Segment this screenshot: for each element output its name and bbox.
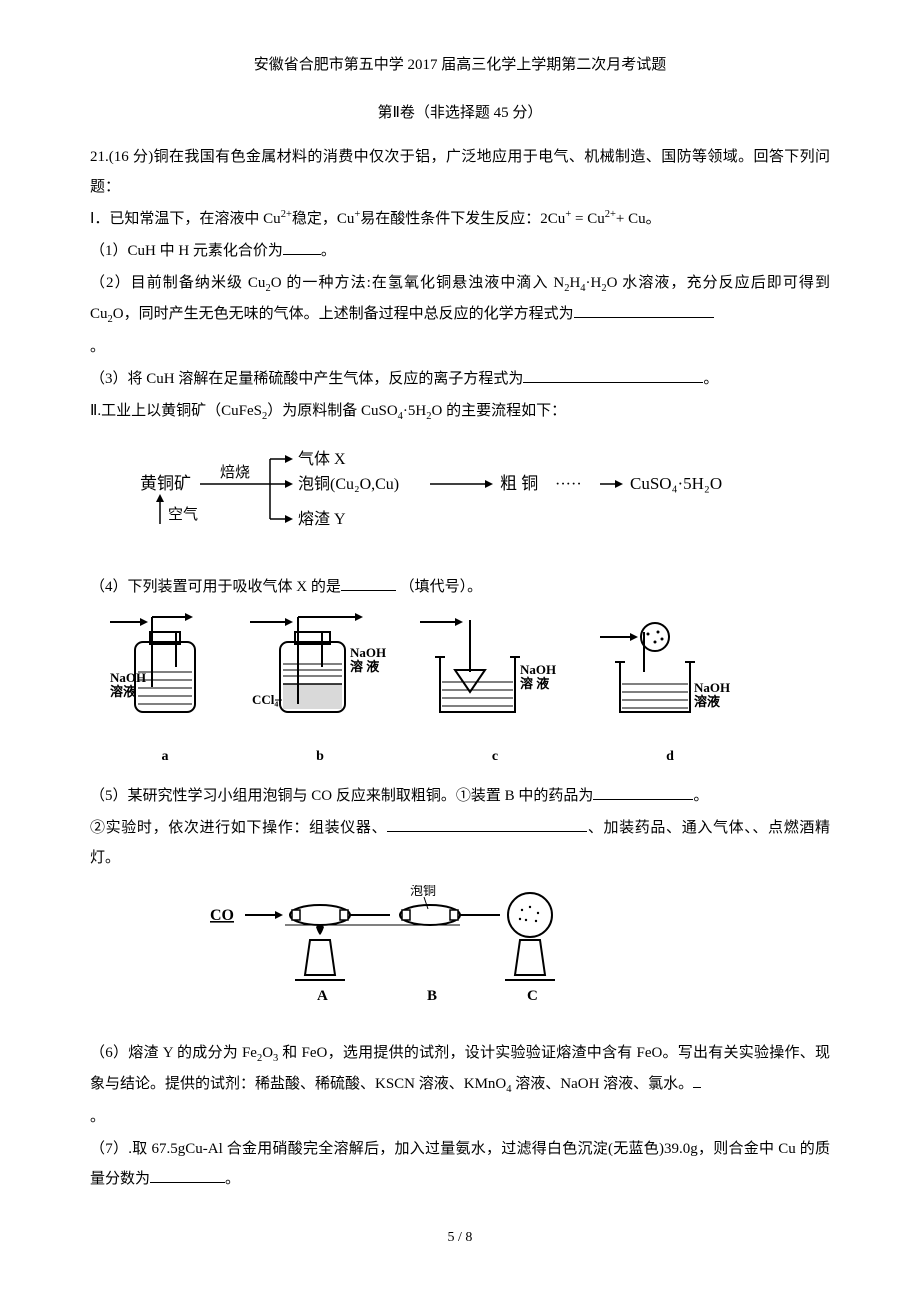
apparatus-c: NaOH 溶 液 c [420,612,570,771]
svg-text:泡铜: 泡铜 [410,885,436,898]
p7-end: 。 [225,1171,240,1187]
svg-text:NaOH: NaOH [694,680,730,695]
q21-p4: （4）下列装置可用于吸收气体 X 的是 （填代号）。 [90,572,830,602]
svg-text:C: C [527,988,538,1004]
p4-end: （填代号）。 [400,579,483,595]
flow-svg: 黄铜矿 焙烧 空气 气体 X 泡铜(Cu₂O,Cu) 熔渣 Y 粗 铜 ····… [130,439,770,549]
q21-p7: （7）.取 67.5gCu-Al 合金用硝酸完全溶解后，加入过量氨水，过滤得白色… [90,1134,830,1194]
flow-branch3: 熔渣 Y [298,510,346,528]
q21-p5b: ②实验时，依次进行如下操作：组装仪器、、加装药品、通入气体、、点燃酒精灯。 [90,813,830,873]
svg-text:NaOH: NaOH [350,645,386,660]
flow-branch2: 泡铜(Cu₂O,Cu) [298,475,399,493]
apparatus-a-label: a [110,743,220,771]
apparatus-d-label: d [600,743,740,771]
flow-node4: CuSO₄·5H₂O [630,474,722,493]
p1-end: 。 [321,243,336,259]
blank-4 [341,576,396,591]
blank-7 [150,1168,225,1183]
q21-p4-text: （4）下列装置可用于吸收气体 X 的是 [90,579,341,595]
q21-p5b-pre: ②实验时，依次进行如下操作：组装仪器、 [90,820,387,836]
q21-p2-end: 。 [90,332,830,362]
blank-6 [693,1073,701,1088]
blank-2 [574,303,714,318]
q21-p3-text: （3）将 CuH 溶解在足量稀硫酸中产生气体，反应的离子方程式为 [90,371,523,387]
svg-text:溶 液: 溶 液 [350,659,379,674]
q21-p5: （5）某研究性学习小组用泡铜与 CO 反应来制取粗铜。①装置 B 中的药品为 。 [90,781,830,811]
q21-part2-intro: Ⅱ.工业上以黄铜矿（CuFeS2）为原料制备 CuSO4·5H2O 的主要流程如… [90,396,830,427]
q21-p2: （2）目前制备纳米级 Cu2O 的一种方法:在氢氧化铜悬浊液中滴入 N2H4·H… [90,268,830,330]
apparatus-a: NaOH 溶液 a [110,612,220,771]
p3-end: 。 [703,371,718,387]
apparatus-row-1: NaOH 溶液 a NaOH 溶 液 CCl₄ b [110,612,830,771]
svg-text:A: A [317,988,328,1004]
flow-arrow1-above: 焙烧 [220,464,250,481]
q21-p5-text: （5）某研究性学习小组用泡铜与 CO 反应来制取粗铜。①装置 B 中的药品为 [90,788,593,804]
blank-1 [283,240,321,255]
flow-air: 空气 [168,506,198,523]
q21-stem: 21.(16 分)铜在我国有色金属材料的消费中仅次于铝，广泛地应用于电气、机械制… [90,142,830,202]
q21-p1: （1）CuH 中 H 元素化合价为 。 [90,236,830,266]
svg-text:NaOH: NaOH [520,662,556,677]
svg-text:溶液: 溶液 [694,694,720,709]
svg-text:溶液: 溶液 [110,684,136,699]
apparatus-b: NaOH 溶 液 CCl₄ b [250,612,390,771]
flow-dots: ····· [555,476,582,493]
page-title: 安徽省合肥市第五中学 2017 届高三化学上学期第二次月考试题 [90,50,830,80]
q21-p6-end: 。 [90,1102,830,1132]
flow-branch1: 气体 X [298,450,346,468]
q21-p3: （3）将 CuH 溶解在足量稀硫酸中产生气体，反应的离子方程式为 。 [90,364,830,394]
blank-5 [593,785,693,800]
page-number: 5 / 8 [90,1224,830,1252]
flow-diagram: 黄铜矿 焙烧 空气 气体 X 泡铜(Cu₂O,Cu) 熔渣 Y 粗 铜 ····… [130,439,830,560]
blank-5b [387,817,587,832]
svg-text:溶 液: 溶 液 [520,676,549,691]
q21-part1-intro: Ⅰ．已知常温下，在溶液中 Cu2+稳定，Cu+易在酸性条件下发生反应：2Cu+ … [90,204,830,234]
svg-text:CCl₄: CCl₄ [252,692,278,707]
p5-end: 。 [693,788,708,804]
apparatus-b-label: b [250,743,390,771]
blank-3 [523,368,703,383]
apparatus-d: NaOH 溶液 d [600,612,740,771]
q21-p1-text: （1）CuH 中 H 元素化合价为 [90,243,283,259]
section-label: 第Ⅱ卷（非选择题 45 分） [90,98,830,128]
svg-text:B: B [427,988,437,1004]
svg-text:CO: CO [210,907,234,924]
flow-node3: 粗 铜 [500,474,538,493]
apparatus-c-label: c [420,743,570,771]
apparatus-abc: CO A 泡铜 B C [210,885,830,1026]
svg-text:NaOH: NaOH [110,670,146,685]
flow-node1: 黄铜矿 [140,474,191,493]
q21-p6: （6）熔渣 Y 的成分为 Fe2O3 和 FeO，选用提供的试剂，设计实验验证熔… [90,1038,830,1100]
